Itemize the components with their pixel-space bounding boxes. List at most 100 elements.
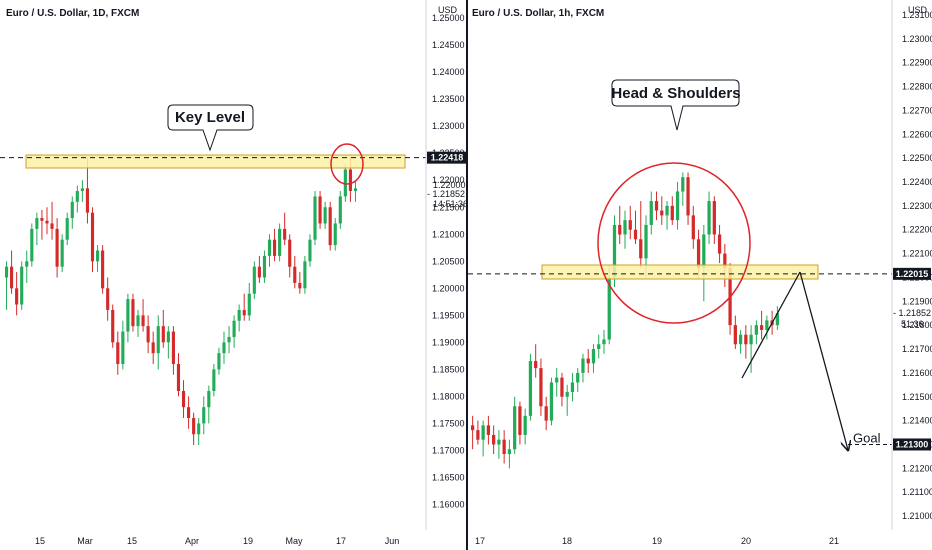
hourly-candles xyxy=(470,172,780,469)
candle-body xyxy=(544,406,548,421)
hourly-x-ticks: 17 18 19 20 21 xyxy=(475,536,839,546)
candle-body xyxy=(717,234,722,254)
x-tick-label: 19 xyxy=(243,536,253,546)
candle-body xyxy=(333,223,337,246)
x-tick-label: 20 xyxy=(741,536,751,546)
daily-last-price: - 1.21852 xyxy=(427,189,465,199)
y-tick-label: 1.21000 xyxy=(902,511,932,521)
candle-body xyxy=(497,439,501,445)
candle-body xyxy=(507,449,512,455)
candle-body xyxy=(151,342,155,354)
y-tick-label: 1.22600 xyxy=(902,129,932,139)
daily-y-ticks: 1.250001.245001.240001.235001.230001.225… xyxy=(432,13,465,509)
candle-body xyxy=(55,228,59,267)
candle-body xyxy=(476,430,480,440)
candle-body xyxy=(318,196,322,224)
candle-body xyxy=(560,377,564,397)
candle-body xyxy=(670,205,674,221)
hourly-neckline-tag-label: 1.22015 xyxy=(896,269,929,279)
x-tick-label: 17 xyxy=(336,536,346,546)
y-tick-label: 1.22900 xyxy=(902,58,932,68)
candle-body xyxy=(565,391,569,397)
y-tick-label: 1.21200 xyxy=(902,463,932,473)
y-tick-label: 1.21400 xyxy=(902,416,932,426)
key-level-zone xyxy=(25,154,406,169)
candle-body xyxy=(581,358,585,373)
candle-body xyxy=(232,320,236,337)
candle-body xyxy=(549,382,554,421)
y-tick-label: 1.16500 xyxy=(432,472,465,482)
x-tick-label: Mar xyxy=(77,536,93,546)
y-tick-label: 1.22500 xyxy=(902,153,932,163)
candle-body xyxy=(686,177,690,216)
daily-candles xyxy=(4,157,358,446)
candle-body xyxy=(197,423,201,435)
y-tick-label: 1.22800 xyxy=(902,82,932,92)
candle-body xyxy=(353,188,358,192)
candle-body xyxy=(738,334,743,345)
candle-body xyxy=(696,239,701,268)
candle-body xyxy=(101,250,105,289)
candle-body xyxy=(50,223,54,229)
candle-body xyxy=(492,434,496,445)
x-tick-label: 18 xyxy=(562,536,572,546)
y-tick-label: 1.23500 xyxy=(432,94,465,104)
head-and-shoulders-callout: Head & Shoulders xyxy=(611,79,741,131)
daily-currency-label: USD xyxy=(438,5,458,15)
candle-body xyxy=(623,220,627,235)
y-tick-label: 1.16000 xyxy=(432,499,465,509)
daily-key-level-tag-label: 1.22418 xyxy=(431,153,464,163)
target-projection-arrow xyxy=(799,271,848,450)
candle-body xyxy=(654,201,659,211)
hourly-neckline-tag: 1.22015 xyxy=(893,267,931,280)
x-tick-label: Apr xyxy=(185,536,199,546)
candle-body xyxy=(106,288,110,310)
x-tick-label: Jun xyxy=(385,536,400,546)
daily-countdown: 14:51:36 xyxy=(433,199,468,209)
candle-body xyxy=(222,342,226,354)
candle-body xyxy=(227,336,231,343)
hourly-chart-title: Euro / U.S. Dollar, 1h, FXCM xyxy=(472,8,604,19)
y-tick-label: 1.21600 xyxy=(902,368,932,378)
candle-body xyxy=(323,207,327,224)
y-tick-label: 1.17500 xyxy=(432,418,465,428)
candle-body xyxy=(733,325,737,345)
candle-body xyxy=(278,228,282,256)
key-level-label: Key Level xyxy=(175,109,245,126)
y-tick-label: 1.20500 xyxy=(432,256,465,266)
candle-body xyxy=(586,358,590,364)
y-tick-label: 1.23000 xyxy=(902,34,932,44)
y-tick-label: 1.22400 xyxy=(902,177,932,187)
candle-body xyxy=(212,369,216,391)
y-tick-label: 1.22000 xyxy=(432,175,465,185)
x-tick-label: 21 xyxy=(829,536,839,546)
daily-x-ticks: 15 Mar 15 Apr 19 May 17 Jun xyxy=(35,536,399,546)
y-tick-label: 1.23100 xyxy=(902,10,932,20)
candle-body xyxy=(534,360,538,369)
candle-body xyxy=(502,439,506,455)
x-tick-label: 17 xyxy=(475,536,485,546)
candle-body xyxy=(90,212,95,262)
candle-body xyxy=(25,261,29,267)
candle-body xyxy=(308,239,312,262)
candle-body xyxy=(156,326,160,354)
candle-body xyxy=(141,315,145,327)
candle-body xyxy=(293,266,297,283)
y-tick-label: 1.18500 xyxy=(432,364,465,374)
candle-body xyxy=(607,277,611,340)
candle-body xyxy=(513,406,517,450)
candle-body xyxy=(754,325,758,335)
candle-body xyxy=(80,188,84,192)
y-tick-label: 1.20000 xyxy=(432,283,465,293)
y-tick-label: 1.18000 xyxy=(432,391,465,401)
candle-body xyxy=(65,218,69,240)
candle-body xyxy=(576,372,580,383)
neckline-zone xyxy=(541,264,819,280)
candle-body xyxy=(283,228,287,240)
candle-body xyxy=(131,299,135,327)
candle-body xyxy=(298,282,302,289)
daily-key-level-tag: 1.22418 xyxy=(427,151,467,164)
x-tick-label: 19 xyxy=(652,536,662,546)
candle-body xyxy=(4,266,9,278)
